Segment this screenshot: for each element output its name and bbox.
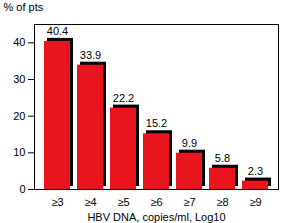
- svg-text:≥3: ≥3: [51, 196, 63, 208]
- svg-text:% of pts: % of pts: [4, 1, 44, 13]
- svg-text:40.4: 40.4: [47, 25, 68, 37]
- svg-text:≥7: ≥7: [183, 196, 195, 208]
- svg-text:40: 40: [13, 36, 25, 48]
- svg-text:20: 20: [13, 110, 25, 122]
- svg-text:5.8: 5.8: [215, 152, 230, 164]
- svg-text:HBV DNA, copies/ml, Log10: HBV DNA, copies/ml, Log10: [87, 211, 225, 223]
- svg-text:≥9: ≥9: [249, 196, 261, 208]
- svg-text:9.9: 9.9: [182, 137, 197, 149]
- svg-text:0: 0: [19, 183, 25, 195]
- svg-text:22.2: 22.2: [113, 92, 134, 104]
- svg-text:33.9: 33.9: [80, 49, 101, 61]
- svg-text:≥5: ≥5: [117, 196, 129, 208]
- svg-text:≥6: ≥6: [150, 196, 162, 208]
- svg-text:10: 10: [13, 146, 25, 158]
- svg-text:≥4: ≥4: [84, 196, 96, 208]
- svg-text:≥8: ≥8: [216, 196, 228, 208]
- svg-text:30: 30: [13, 73, 25, 85]
- svg-text:15.2: 15.2: [146, 117, 167, 129]
- svg-text:2.3: 2.3: [248, 165, 263, 177]
